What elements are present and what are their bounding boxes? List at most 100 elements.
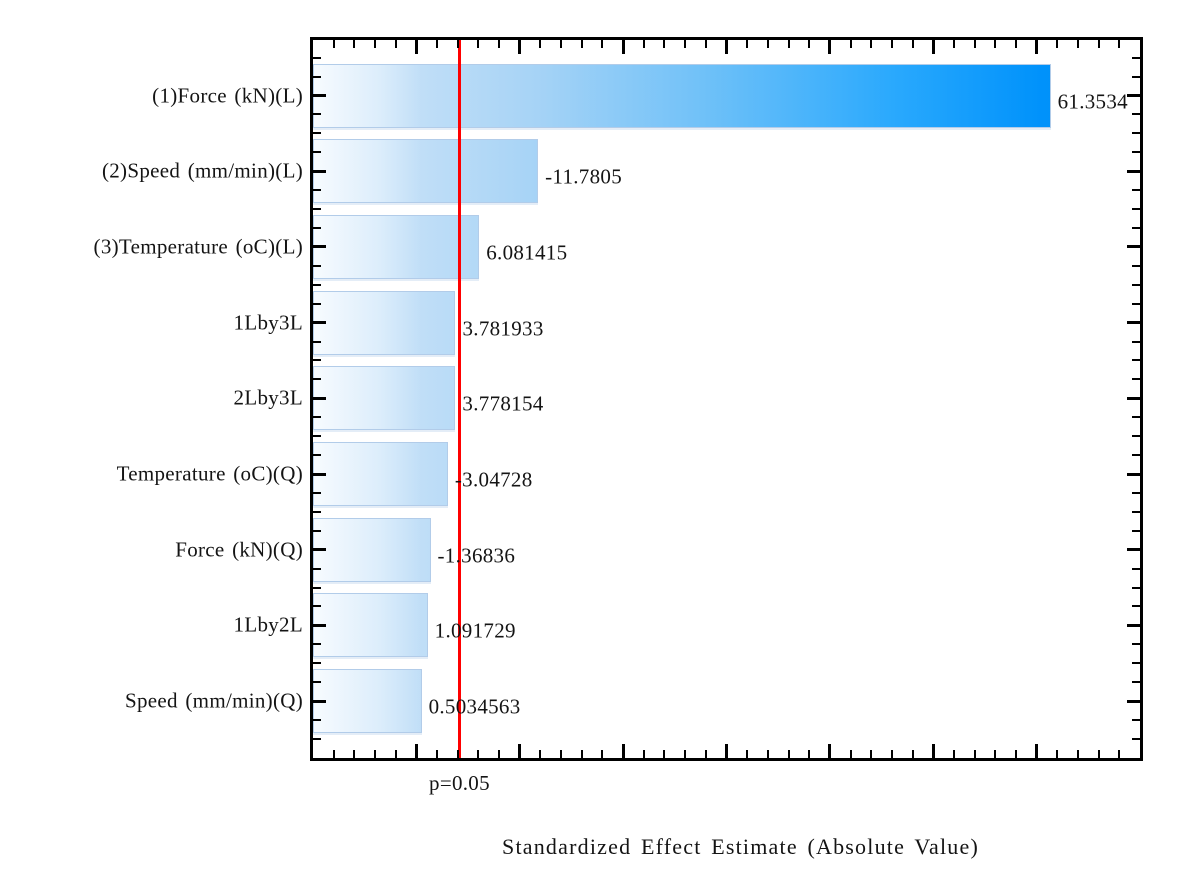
axis-tick	[313, 378, 321, 381]
axis-tick	[994, 40, 997, 48]
axis-tick	[313, 113, 321, 116]
bar	[313, 63, 1051, 128]
axis-tick	[313, 699, 326, 703]
axis-tick	[456, 750, 459, 758]
axis-tick	[313, 151, 321, 154]
axis-tick	[1132, 454, 1140, 457]
axis-tick	[477, 40, 480, 48]
axis-tick	[746, 750, 749, 758]
axis-tick	[1132, 226, 1140, 229]
axis-tick	[313, 623, 326, 627]
axis-tick	[642, 750, 645, 758]
axis-tick	[766, 750, 769, 758]
axis-tick	[1132, 662, 1140, 665]
axis-tick	[313, 208, 321, 211]
axis-tick	[931, 744, 935, 758]
category-label: Temperature (oC)(Q)	[116, 461, 303, 486]
axis-tick	[1076, 750, 1079, 758]
axis-tick	[313, 435, 321, 438]
axis-tick	[313, 189, 321, 192]
bar-value-label: 3.781933	[462, 316, 544, 341]
axis-tick	[313, 548, 326, 552]
category-label: (1)Force (kN)(L)	[152, 83, 303, 107]
axis-tick	[663, 750, 666, 758]
axis-tick	[849, 750, 852, 758]
category-label: Speed (mm/min)(Q)	[125, 688, 303, 713]
axis-tick	[870, 40, 873, 48]
category-label: (3)Temperature (oC)(L)	[93, 234, 303, 259]
axis-tick	[952, 40, 955, 48]
axis-tick	[313, 94, 326, 97]
axis-tick	[725, 40, 728, 54]
axis-tick	[1014, 750, 1017, 758]
axis-tick	[1132, 510, 1140, 513]
axis-tick	[374, 40, 377, 48]
axis-tick	[313, 226, 321, 229]
bar-value-label: 1.091729	[434, 618, 516, 643]
axis-tick	[477, 750, 480, 758]
axis-tick	[911, 40, 914, 48]
axis-tick	[704, 750, 707, 758]
axis-tick	[1132, 151, 1140, 154]
axis-tick	[313, 321, 326, 325]
axis-tick	[808, 750, 811, 758]
axis-tick	[1035, 40, 1039, 54]
bar-value-label: -3.04728	[454, 467, 533, 492]
axis-tick	[601, 750, 604, 758]
axis-tick	[931, 40, 935, 54]
category-label: 1Lby3L	[233, 310, 303, 335]
axis-tick	[1127, 472, 1140, 476]
bar-value-label: -11.7805	[545, 164, 623, 189]
axis-tick	[787, 40, 790, 48]
bar-value-label: 6.081415	[486, 240, 568, 265]
axis-tick	[436, 750, 439, 758]
axis-tick	[313, 359, 321, 362]
axis-tick	[518, 40, 522, 54]
axis-tick	[313, 567, 321, 570]
bar	[313, 366, 456, 431]
p-value-label: p=0.05	[429, 771, 490, 795]
axis-tick	[313, 737, 321, 740]
axis-tick	[684, 750, 687, 758]
axis-tick	[1132, 378, 1140, 381]
x-axis-title: Standardized Effect Estimate (Absolute V…	[502, 834, 979, 859]
axis-tick	[313, 719, 321, 722]
axis-tick	[1132, 208, 1140, 211]
axis-tick	[1132, 529, 1140, 532]
bar-value-label: 0.5034563	[428, 694, 521, 719]
axis-tick	[766, 40, 769, 48]
axis-tick	[332, 40, 335, 48]
axis-tick	[539, 40, 542, 48]
axis-tick	[539, 750, 542, 758]
axis-tick	[994, 750, 997, 758]
axis-tick	[313, 340, 321, 343]
axis-tick	[1097, 40, 1100, 48]
axis-tick	[1132, 586, 1140, 589]
axis-tick	[1132, 56, 1140, 59]
axis-tick	[436, 40, 439, 48]
axis-tick	[394, 750, 397, 758]
axis-tick	[828, 40, 832, 54]
axis-tick	[414, 744, 418, 758]
axis-tick	[642, 40, 645, 48]
axis-tick	[1132, 283, 1140, 286]
axis-tick	[353, 40, 356, 48]
axis-tick	[332, 750, 335, 758]
axis-tick	[313, 472, 326, 476]
bar	[313, 214, 480, 279]
axis-tick	[1132, 75, 1140, 78]
axis-tick	[313, 283, 321, 286]
axis-tick	[313, 510, 321, 513]
category-label: (2)Speed (mm/min)(L)	[101, 158, 303, 183]
axis-tick	[313, 643, 321, 646]
axis-tick	[313, 132, 321, 135]
axis-tick	[1127, 321, 1140, 325]
axis-tick	[313, 169, 326, 173]
axis-tick	[560, 40, 563, 48]
axis-tick	[621, 744, 625, 758]
axis-tick	[1132, 567, 1140, 570]
axis-tick	[313, 662, 321, 665]
axis-tick	[1132, 643, 1140, 646]
axis-tick	[580, 750, 583, 758]
